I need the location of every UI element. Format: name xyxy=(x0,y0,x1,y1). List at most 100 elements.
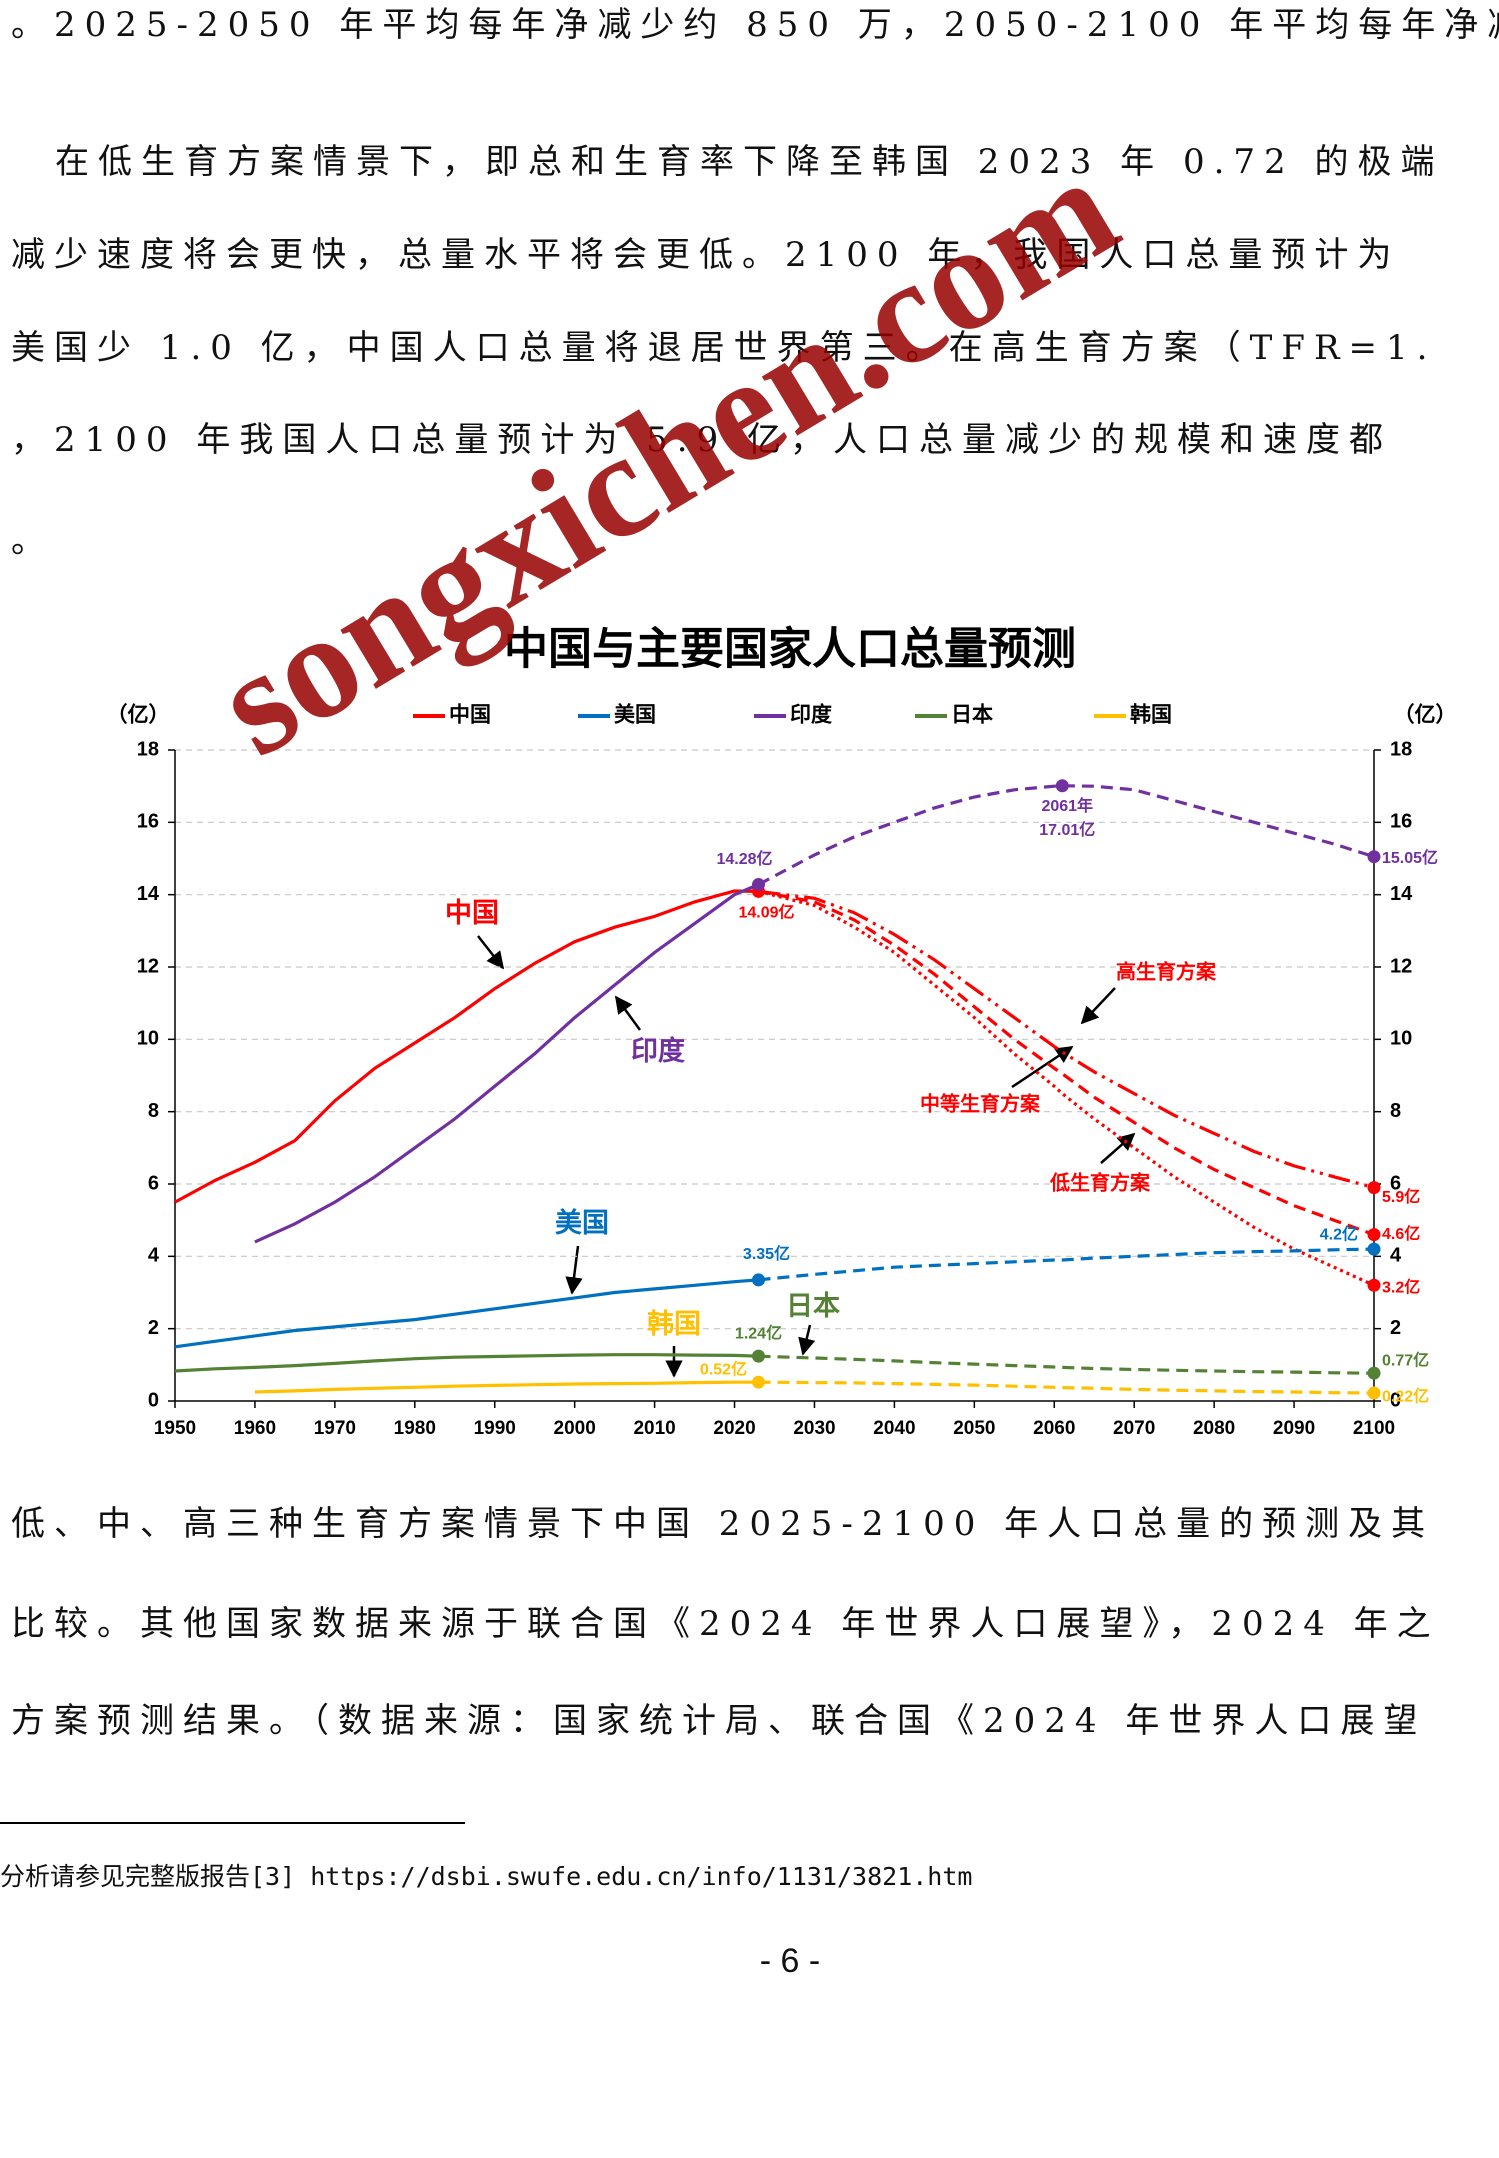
x-tick-label: 2010 xyxy=(633,1418,675,1439)
x-tick-label: 2100 xyxy=(1353,1418,1395,1439)
series-line xyxy=(254,1380,759,1394)
point xyxy=(752,878,766,892)
arrow xyxy=(1100,1132,1136,1164)
body-line: 在低生育方案情景下，即总和生育率下降至韩国 2023 年 0.72 的极端 xyxy=(55,142,1444,182)
y-tick-label: 4 xyxy=(148,1245,160,1267)
scenario-annotation: 低生育方案 xyxy=(1049,1170,1151,1194)
series-line xyxy=(758,1380,1375,1395)
x-tick-label: 1990 xyxy=(474,1418,516,1439)
x-tick-label: 2000 xyxy=(554,1418,596,1439)
series-line xyxy=(758,889,1375,1287)
arrow xyxy=(798,1324,816,1356)
legend-label: 中国 xyxy=(449,704,491,727)
body-line: 减少速度将会更快，总量水平将会更低。2100 年，我国人口总量预计为 xyxy=(11,235,1401,275)
value-label: 15.05亿 xyxy=(1382,848,1438,867)
y2-tick-label: 0 xyxy=(1390,1389,1401,1411)
point xyxy=(1367,1181,1381,1195)
legend-label: 印度 xyxy=(790,703,832,727)
value-label: 0.52亿 xyxy=(700,1359,747,1378)
body-line: 美国少 1.0 亿，中国人口总量将退居世界第三。在高生育方案（TFR=1. xyxy=(11,328,1437,368)
x-tick-label: 2040 xyxy=(873,1418,915,1439)
x-tick-label: 2060 xyxy=(1033,1418,1075,1439)
legend-label: 日本 xyxy=(951,704,993,727)
x-tick-label: 1970 xyxy=(314,1418,356,1439)
value-label: 3.2亿 xyxy=(1382,1277,1420,1296)
y-tick-label: 10 xyxy=(137,1028,159,1050)
x-tick-label: 2070 xyxy=(1113,1418,1155,1439)
value-label: 5.9亿 xyxy=(1382,1187,1420,1206)
caption-line: 方案预测结果。（数据来源：国家统计局、联合国《2024 年世界人口展望 xyxy=(11,1701,1427,1741)
y-tick-label: 12 xyxy=(137,955,159,977)
footnote: 分析请参见完整版报告[3] https://dsbi.swufe.edu.cn/… xyxy=(0,1862,973,1891)
point xyxy=(752,1349,766,1363)
point xyxy=(1367,1228,1381,1242)
y-tick-label: 8 xyxy=(148,1100,159,1122)
series-line xyxy=(758,889,1375,1237)
peak-annotation: 2061年 xyxy=(1041,796,1093,815)
point xyxy=(1055,779,1069,793)
arrow xyxy=(477,935,505,970)
series-annotation: 美国 xyxy=(555,1207,609,1238)
arrow xyxy=(565,1245,583,1295)
annotation-arrows xyxy=(477,935,1136,1378)
x-tick-label: 2090 xyxy=(1273,1418,1315,1439)
y2-tick-label: 4 xyxy=(1390,1245,1402,1267)
y-tick-label: 16 xyxy=(137,811,159,833)
chart-title: 中国与主要国家人口总量预测 xyxy=(504,625,1076,674)
y2-axis-label: （亿） xyxy=(1394,703,1457,727)
x-tick-label: 1950 xyxy=(154,1418,196,1439)
point xyxy=(1367,1242,1381,1256)
y2-tick-label: 14 xyxy=(1390,883,1413,905)
value-label: 1.24亿 xyxy=(735,1323,782,1342)
y2-tick-label: 12 xyxy=(1390,955,1412,977)
arrow xyxy=(1080,987,1116,1025)
x-tick-label: 2030 xyxy=(793,1418,835,1439)
point xyxy=(752,1375,766,1389)
series-annotation: 韩国 xyxy=(647,1309,701,1339)
point xyxy=(1367,1386,1381,1400)
y2-tick-label: 16 xyxy=(1390,811,1412,833)
series-line xyxy=(174,1353,759,1373)
point xyxy=(1367,850,1381,864)
y-tick-label: 14 xyxy=(137,883,160,905)
value-label: 14.28亿 xyxy=(716,849,772,868)
y-tick-label: 2 xyxy=(148,1317,159,1339)
series-line xyxy=(757,784,1375,886)
x-tick-label: 1960 xyxy=(234,1418,276,1439)
scenario-annotation: 高生育方案 xyxy=(1116,959,1217,983)
x-tick-label: 1980 xyxy=(394,1418,436,1439)
body-line: 。2025-2050 年平均每年净减少约 850 万，2050-2100 年平均… xyxy=(11,5,1499,45)
scenario-annotation: 中等生育方案 xyxy=(920,1091,1041,1115)
series-annotation: 中国 xyxy=(445,898,499,928)
series-line xyxy=(758,1354,1375,1375)
legend-label: 韩国 xyxy=(1130,703,1172,727)
value-label: 14.09亿 xyxy=(738,903,794,922)
series-line xyxy=(174,889,759,1204)
y2-tick-label: 18 xyxy=(1390,738,1412,760)
value-label: 0.77亿 xyxy=(1382,1350,1429,1369)
value-label: 17.01亿 xyxy=(1039,820,1095,839)
value-label: 4.2亿 xyxy=(1320,1224,1358,1243)
caption-line: 比较。其他国家数据来源于联合国《2024 年世界人口展望》，2024 年之 xyxy=(11,1604,1440,1644)
caption-line: 低、中、高三种生育方案情景下中国 2025-2100 年人口总量的预测及其 xyxy=(11,1504,1435,1544)
y2-tick-label: 8 xyxy=(1390,1100,1401,1122)
body-line: 。 xyxy=(11,521,54,561)
series-line xyxy=(254,883,760,1244)
body-line: ，2100 年我国人口总量预计为 5.9 亿，人口总量减少的规模和速度都 xyxy=(11,420,1393,460)
y-axis-label: （亿） xyxy=(107,703,170,727)
y2-tick-label: 6 xyxy=(1390,1172,1401,1194)
series-line xyxy=(174,1278,759,1349)
point xyxy=(1367,1278,1381,1292)
y-tick-label: 18 xyxy=(137,738,159,760)
series-annotation: 印度 xyxy=(631,1035,685,1066)
page-number: - 6 - xyxy=(759,1942,821,1980)
y2-tick-label: 2 xyxy=(1390,1317,1401,1339)
x-tick-label: 2020 xyxy=(713,1418,755,1439)
y-tick-label: 6 xyxy=(148,1172,159,1194)
series-annotation: 日本 xyxy=(786,1291,840,1321)
value-label: 3.35亿 xyxy=(743,1244,790,1263)
x-tick-label: 2050 xyxy=(953,1418,995,1439)
series-line xyxy=(758,889,1375,1190)
